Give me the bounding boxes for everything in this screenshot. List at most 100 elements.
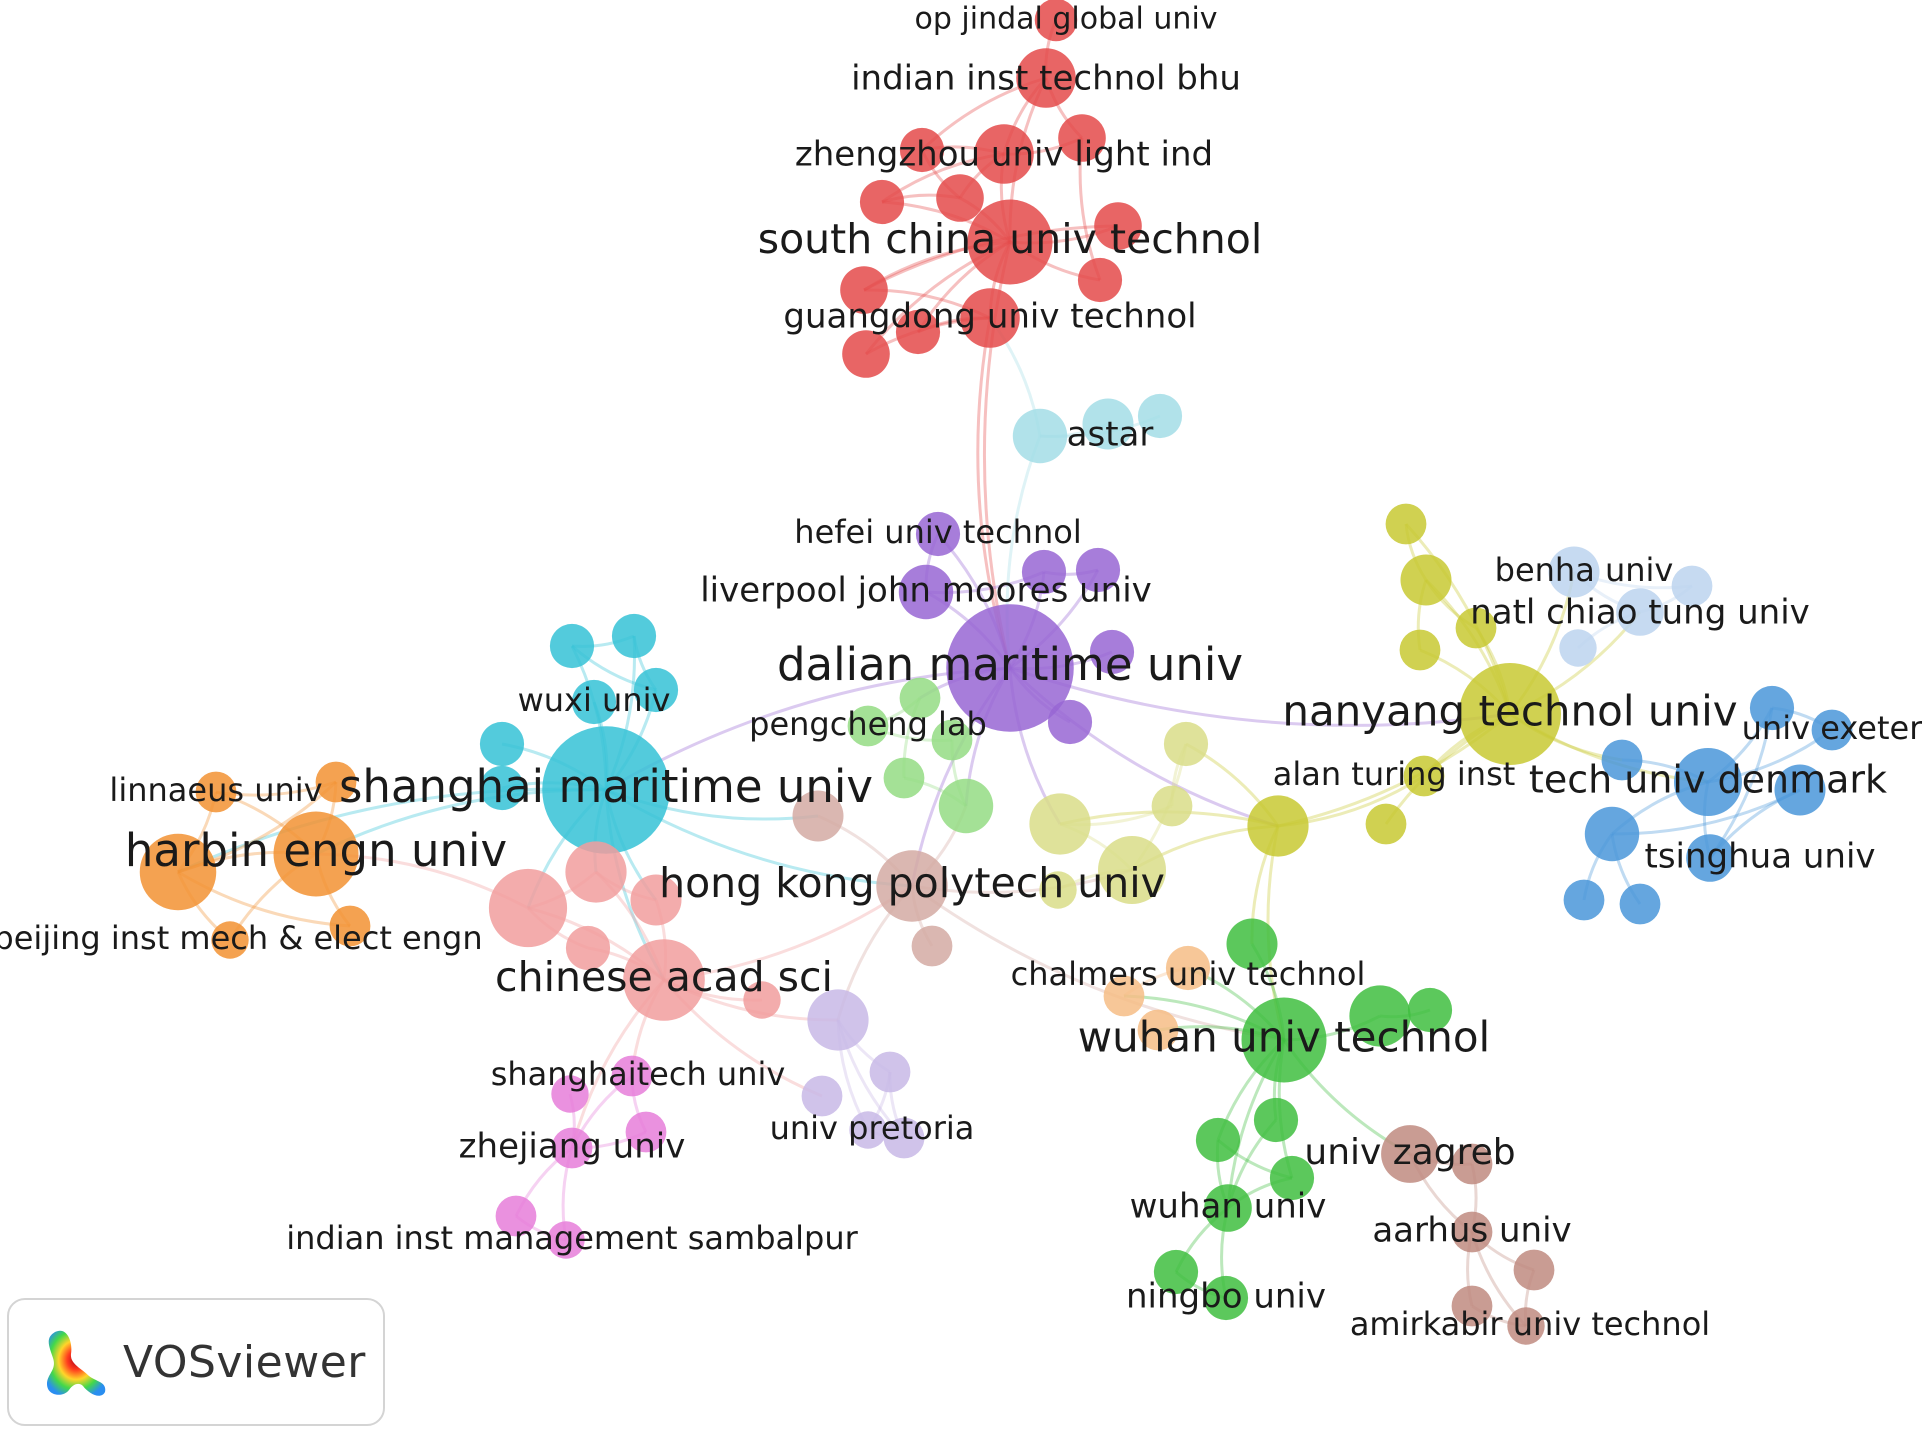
node-ljmu[interactable] [898, 564, 954, 620]
node-ye-b[interactable] [1400, 554, 1452, 606]
label-cas[interactable]: chinese acad sci [495, 953, 833, 1001]
label-nbu[interactable]: ningbo univ [1126, 1277, 1326, 1317]
label-dtu[interactable]: tech univ denmark [1529, 758, 1887, 802]
node-gdut[interactable] [960, 288, 1020, 348]
node-pk-d[interactable] [565, 925, 611, 971]
node-ye-d[interactable] [1455, 607, 1497, 649]
node-ly-a[interactable] [1098, 836, 1166, 904]
node-zagreb[interactable] [1381, 1125, 1439, 1183]
node-linnaeus[interactable] [195, 771, 237, 813]
node-iit-bhu[interactable] [1016, 48, 1076, 108]
node-scut[interactable] [967, 199, 1053, 285]
label-wuxi[interactable]: wuxi univ [518, 681, 671, 719]
node-rb-b[interactable] [911, 925, 953, 967]
node-amirkabir[interactable] [1507, 1307, 1545, 1345]
label-zagreb[interactable]: univ zagreb [1304, 1132, 1515, 1173]
label-chalmers[interactable]: chalmers univ technol [1011, 955, 1366, 993]
node-lg-b[interactable] [931, 719, 973, 761]
node-pe-a[interactable] [1103, 975, 1145, 1017]
node-gr-e[interactable] [1269, 1155, 1315, 1201]
label-turing[interactable]: alan turing inst [1273, 755, 1516, 793]
label-gdut[interactable]: guangdong univ technol [783, 297, 1196, 337]
label-zhengzhou[interactable]: zhengzhou univ light ind [795, 135, 1213, 175]
node-astar-b[interactable] [1082, 398, 1134, 450]
node-or-a[interactable] [139, 833, 217, 911]
label-iim-sambalpur[interactable]: indian inst management sambalpur [286, 1219, 858, 1257]
node-bl-c[interactable] [1584, 806, 1640, 862]
node-lv-a[interactable] [807, 989, 869, 1051]
node-polyu[interactable] [876, 850, 948, 922]
node-ye-e[interactable] [1365, 803, 1407, 845]
node-zju[interactable] [551, 1127, 593, 1169]
node-turing[interactable] [1403, 755, 1445, 797]
node-red-a[interactable] [899, 127, 945, 173]
node-bl-b[interactable] [1749, 685, 1795, 731]
node-pur-d[interactable] [1047, 699, 1093, 745]
node-br-a[interactable] [1451, 1143, 1493, 1185]
label-hefei[interactable]: hefei univ technol [794, 513, 1081, 551]
label-exeter[interactable]: univ exeter [1742, 709, 1922, 747]
node-benha[interactable] [1548, 546, 1600, 598]
node-astar-c[interactable] [1137, 393, 1183, 439]
node-cyan-e[interactable] [479, 765, 525, 811]
node-red-i[interactable] [842, 330, 890, 378]
node-dmu[interactable] [946, 604, 1074, 732]
node-mg-c[interactable] [551, 1075, 589, 1113]
node-whu[interactable] [1204, 1184, 1252, 1232]
node-gr-b[interactable] [1349, 985, 1411, 1047]
node-ye-f[interactable] [1247, 795, 1309, 857]
node-lv-b[interactable] [801, 1075, 843, 1117]
label-polyu[interactable]: hong kong polytech univ [659, 859, 1165, 907]
label-ljmu[interactable]: liverpool john moores univ [700, 571, 1152, 611]
node-astar[interactable] [1012, 408, 1068, 464]
node-br-c[interactable] [1451, 1285, 1493, 1327]
node-br-b[interactable] [1513, 1249, 1555, 1291]
node-pk-b[interactable] [565, 841, 627, 903]
node-lb-b[interactable] [1559, 629, 1597, 667]
node-pur-b[interactable] [1075, 547, 1121, 593]
node-ntu[interactable] [1459, 663, 1561, 765]
node-mg-b[interactable] [495, 1195, 537, 1237]
node-gr-d[interactable] [1195, 1117, 1241, 1163]
label-scut[interactable]: south china univ technol [758, 215, 1263, 263]
node-zhengzhou[interactable] [974, 124, 1034, 184]
node-gr-f[interactable] [1153, 1249, 1199, 1295]
node-wuxi[interactable] [571, 679, 617, 725]
node-pretoria[interactable] [849, 1111, 887, 1149]
node-cyan-c[interactable] [633, 667, 679, 713]
label-amirkabir[interactable]: amirkabir univ technol [1350, 1305, 1710, 1343]
label-bimee[interactable]: beijing inst mech & elect engn [0, 919, 483, 957]
node-smu[interactable] [542, 726, 670, 854]
node-or-b[interactable] [315, 761, 357, 803]
node-red-e[interactable] [1094, 202, 1142, 250]
node-lb-a[interactable] [1671, 565, 1713, 607]
node-rb-a[interactable] [792, 790, 844, 842]
node-exeter[interactable] [1811, 709, 1853, 751]
node-red-h[interactable] [840, 266, 888, 314]
node-nbu[interactable] [1203, 1275, 1249, 1321]
node-bl-f[interactable] [1774, 764, 1826, 816]
node-tsinghua[interactable] [1686, 834, 1734, 882]
label-pretoria[interactable]: univ pretoria [770, 1109, 975, 1147]
node-gr-a[interactable] [1226, 918, 1278, 970]
node-pe-b[interactable] [1137, 1009, 1179, 1051]
node-pk-c[interactable] [630, 874, 682, 926]
node-chalmers[interactable] [1165, 945, 1211, 991]
label-benha[interactable]: benha univ [1495, 551, 1674, 589]
node-ly-c[interactable] [1163, 721, 1209, 767]
node-cas[interactable] [623, 939, 705, 1021]
node-heu[interactable] [273, 811, 359, 897]
node-red-c[interactable] [859, 179, 905, 225]
label-astar[interactable]: astar [1067, 415, 1154, 455]
label-whu[interactable]: wuhan univ [1130, 1187, 1327, 1227]
node-ly-d[interactable] [1151, 785, 1193, 827]
node-lg-a[interactable] [899, 677, 941, 719]
label-pengcheng[interactable]: pengcheng lab [749, 705, 987, 743]
node-aarhus[interactable] [1451, 1211, 1493, 1253]
node-red-d[interactable] [1058, 114, 1106, 162]
node-ly-b[interactable] [1029, 793, 1091, 855]
node-pur-c[interactable] [1089, 629, 1135, 675]
label-dmu[interactable]: dalian maritime univ [777, 638, 1243, 691]
node-red-f[interactable] [1077, 257, 1123, 303]
node-ye-a[interactable] [1385, 503, 1427, 545]
